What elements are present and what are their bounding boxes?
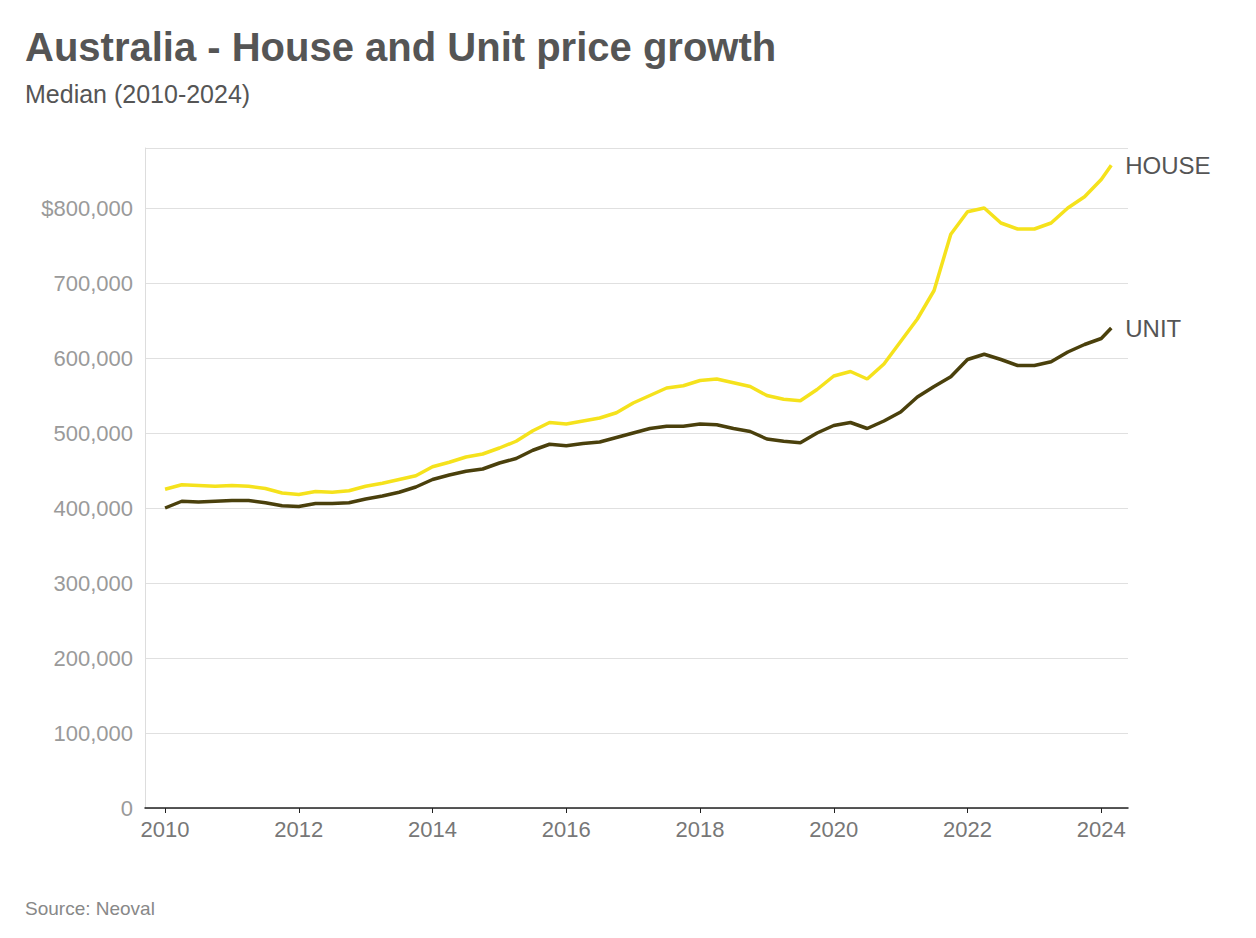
svg-text:500,000: 500,000 [53,421,133,446]
svg-text:2024: 2024 [1077,817,1126,842]
svg-text:Australia - House and Unit pri: Australia - House and Unit price growth [25,25,776,69]
svg-text:Median (2010-2024): Median (2010-2024) [25,80,250,108]
svg-text:200,000: 200,000 [53,646,133,671]
svg-text:2012: 2012 [274,817,323,842]
svg-text:300,000: 300,000 [53,571,133,596]
svg-text:2010: 2010 [141,817,190,842]
svg-text:2014: 2014 [408,817,457,842]
svg-text:600,000: 600,000 [53,346,133,371]
svg-text:$800,000: $800,000 [41,196,133,221]
svg-text:UNIT: UNIT [1125,315,1181,342]
svg-text:HOUSE: HOUSE [1125,152,1210,179]
svg-text:Source: Neoval: Source: Neoval [25,898,155,919]
svg-text:0: 0 [121,796,133,821]
svg-text:2018: 2018 [676,817,725,842]
svg-text:2022: 2022 [943,817,992,842]
svg-text:2016: 2016 [542,817,591,842]
svg-text:700,000: 700,000 [53,271,133,296]
svg-text:2020: 2020 [809,817,858,842]
svg-text:400,000: 400,000 [53,496,133,521]
svg-text:100,000: 100,000 [53,721,133,746]
